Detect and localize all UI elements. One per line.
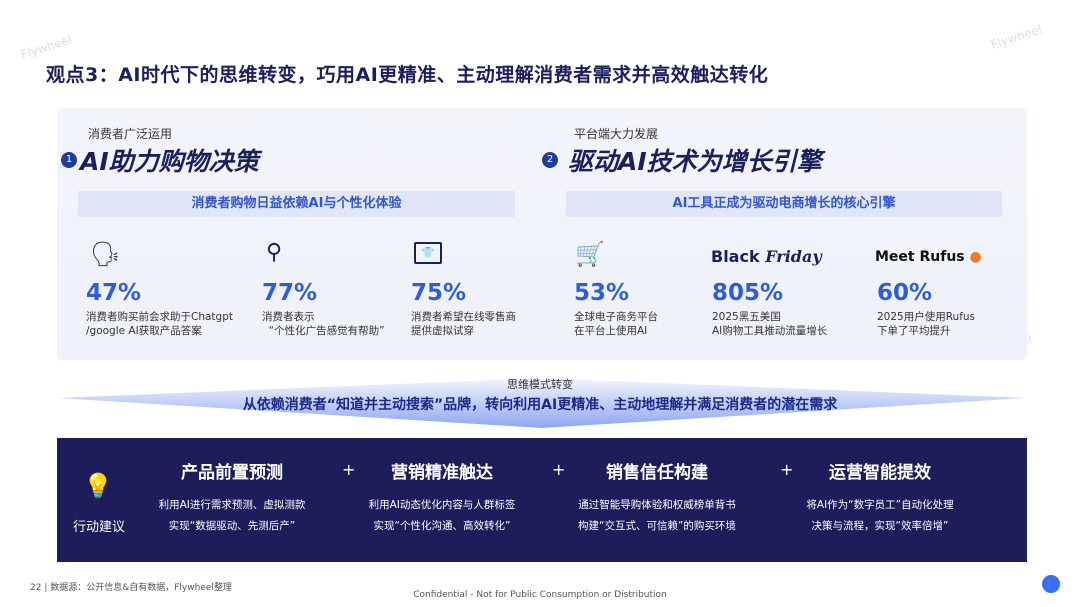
stat-desc: 消费者购买前会求助于Chatgpt /google AI获取产品答案 — [86, 311, 233, 337]
section1-heading: AI助力购物决策 — [80, 147, 259, 176]
monitor-shirt-icon: 👕 — [414, 242, 442, 264]
plus-sign: + — [780, 460, 794, 479]
footer-confidential: Confidential - Not for Public Consumptio… — [413, 590, 667, 600]
sliders-icon: ⚲ — [266, 240, 283, 265]
shift-label: 思维模式转变 — [507, 378, 573, 391]
stat-value: 77% — [262, 280, 318, 306]
insights-panel — [57, 108, 1027, 360]
action-item: 产品前置预测 利用AI进行需求预测、虚拟测款 实现“数据驱动、先测后产” — [158, 463, 306, 532]
stat-value: 75% — [411, 280, 467, 306]
stat-desc: 消费者希望在线零售商 提供虚拟试穿 — [411, 311, 516, 337]
action-panel: 💡 行动建议 产品前置预测 利用AI进行需求预测、虚拟测款 实现“数据驱动、先测后… — [57, 438, 1027, 562]
stat-value: 53% — [574, 280, 630, 306]
action-item: 运营智能提效 将AI作为“数字员工”自动化处理 决策与流程，实现“效率倍增” — [806, 463, 954, 532]
stat-value: 60% — [877, 280, 933, 306]
stat-value: 47% — [86, 280, 142, 306]
ai-head-icon: 🗣 — [90, 240, 121, 268]
section1-bar: 消费者购物日益依赖AI与个性化体验 — [78, 191, 515, 217]
section2-number: 2 — [542, 152, 558, 168]
stat-desc: 消费者表示 “个性化广告感觉有帮助” — [262, 311, 385, 337]
section1-subtitle: 消费者广泛运用 — [88, 127, 173, 141]
shift-text: 从依赖消费者“知道并主动搜索”品牌，转向利用AI更精准、主动地理解并满足消费者的… — [242, 397, 838, 413]
stat-desc: 全球电子商务平台 在平台上使用AI — [574, 311, 658, 337]
watermark: Flywheel — [989, 22, 1044, 52]
page-title: 观点3：AI时代下的思维转变，巧用AI更精准、主动理解消费者需求并高效触达转化 — [46, 64, 769, 86]
action-item: 销售信任构建 通过智能导购体验和权威榜单背书 构建“交互式、可信赖”的购买环境 — [578, 463, 736, 532]
stat-desc: 2025黑五美国 AI购物工具推动流量增长 — [712, 311, 828, 337]
section2-heading: 驱动AI技术为增长引擎 — [568, 147, 822, 176]
cart-icon: 🛒 — [575, 240, 605, 268]
lightbulb-icon: 💡 — [83, 472, 113, 500]
footer-source: 22 | 数据源：公开信息&自有数据，Flywheel整理 — [30, 583, 232, 593]
section1-number: 1 — [61, 152, 77, 168]
flywheel-logo-icon — [1042, 575, 1060, 593]
action-label: 行动建议 — [73, 520, 126, 535]
black-friday-logo: Black Friday — [711, 247, 822, 266]
section2-bar: AI工具正成为驱动电商增长的核心引擎 — [566, 191, 1002, 217]
action-item: 营销精准触达 利用AI动态优化内容与人群标签 实现“个性化沟通、高效转化” — [368, 463, 516, 532]
section2-subtitle: 平台端大力发展 — [574, 127, 659, 141]
watermark: Flywheel — [19, 32, 74, 62]
meet-rufus-logo: Meet Rufus ● — [875, 249, 982, 265]
stat-value: 805% — [712, 280, 784, 306]
plus-sign: + — [552, 460, 566, 479]
stat-desc: 2025用户使用Rufus 下单了平均提升 — [877, 311, 976, 337]
plus-sign: + — [342, 460, 356, 479]
